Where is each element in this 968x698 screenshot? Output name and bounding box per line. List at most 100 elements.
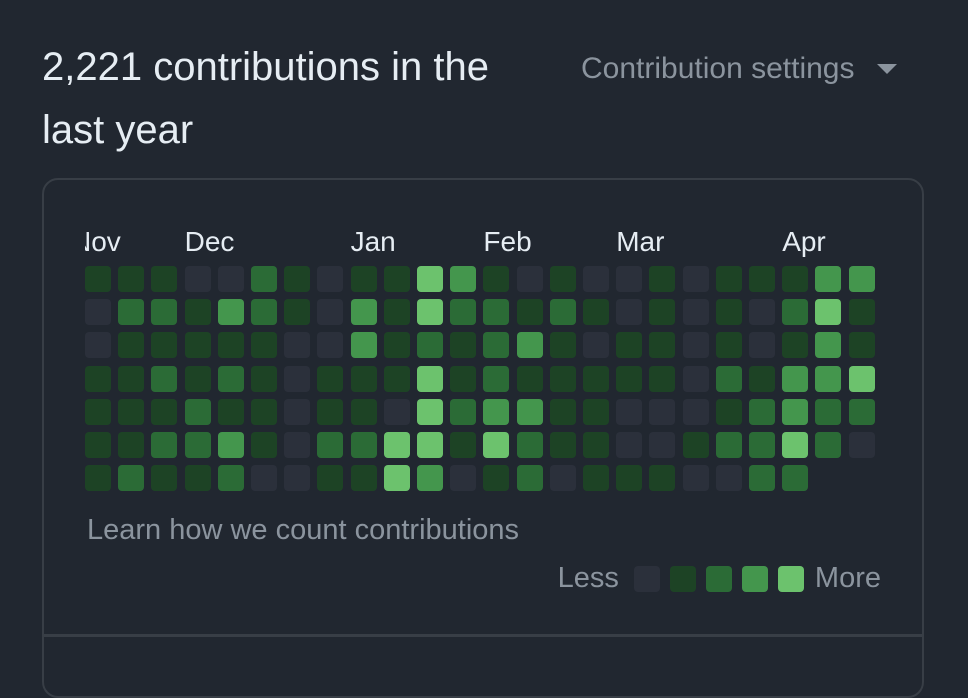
contribution-day-cell[interactable] [815,432,842,458]
contribution-day-cell[interactable] [616,266,643,292]
contribution-day-cell[interactable] [118,266,145,292]
contribution-day-cell[interactable] [616,465,643,492]
contribution-day-cell[interactable] [251,365,277,392]
contribution-day-cell[interactable] [815,398,842,425]
contribution-day-cell[interactable] [616,332,643,359]
contribution-day-cell[interactable] [251,398,277,425]
contribution-day-cell[interactable] [549,465,576,492]
contribution-day-cell[interactable] [516,266,543,292]
contribution-day-cell[interactable] [815,299,842,326]
contribution-day-cell[interactable] [85,398,111,425]
contribution-day-cell[interactable] [749,465,775,492]
contribution-day-cell[interactable] [151,398,178,425]
contribution-day-cell[interactable] [649,299,676,326]
contribution-day-cell[interactable] [715,398,742,425]
contribution-day-cell[interactable] [549,299,576,326]
contribution-day-cell[interactable] [715,266,742,292]
contribution-day-cell[interactable] [483,266,510,292]
contribution-day-cell[interactable] [184,465,211,492]
contribution-day-cell[interactable] [417,332,443,359]
contribution-day-cell[interactable] [284,398,311,425]
contribution-day-cell[interactable] [85,465,111,492]
contribution-day-cell[interactable] [682,465,709,492]
contribution-day-cell[interactable] [350,266,377,292]
contribution-day-cell[interactable] [516,432,543,458]
contribution-day-cell[interactable] [483,465,510,492]
contribution-day-cell[interactable] [118,465,145,492]
contribution-day-cell[interactable] [417,365,443,392]
contribution-day-cell[interactable] [649,332,676,359]
contribution-day-cell[interactable] [749,332,775,359]
contribution-day-cell[interactable] [549,432,576,458]
contribution-day-cell[interactable] [184,332,211,359]
contribution-day-cell[interactable] [782,465,809,492]
contribution-day-cell[interactable] [682,299,709,326]
learn-how-we-count-link[interactable]: Learn how we count contributions [87,514,520,546]
contribution-day-cell[interactable] [284,299,311,326]
contribution-day-cell[interactable] [749,365,775,392]
contribution-day-cell[interactable] [217,299,244,326]
contribution-day-cell[interactable] [616,299,643,326]
contribution-day-cell[interactable] [715,365,742,392]
contribution-day-cell[interactable] [85,332,111,359]
contribution-day-cell[interactable] [317,299,344,326]
contribution-day-cell[interactable] [715,299,742,326]
contribution-day-cell[interactable] [350,332,377,359]
contribution-day-cell[interactable] [383,465,410,492]
contribution-day-cell[interactable] [782,299,809,326]
contribution-day-cell[interactable] [483,432,510,458]
contribution-day-cell[interactable] [151,465,178,492]
contribution-day-cell[interactable] [815,365,842,392]
contribution-day-cell[interactable] [583,398,609,425]
contribution-day-cell[interactable] [682,432,709,458]
contribution-day-cell[interactable] [383,299,410,326]
contribution-day-cell[interactable] [350,398,377,425]
contribution-day-cell[interactable] [184,266,211,292]
contribution-day-cell[interactable] [317,365,344,392]
contribution-day-cell[interactable] [483,332,510,359]
contribution-day-cell[interactable] [85,432,111,458]
contribution-day-cell[interactable] [450,398,477,425]
contribution-day-cell[interactable] [118,332,145,359]
contribution-day-cell[interactable] [118,299,145,326]
contribution-day-cell[interactable] [483,398,510,425]
contribution-day-cell[interactable] [417,398,443,425]
contribution-day-cell[interactable] [151,432,178,458]
contribution-day-cell[interactable] [682,266,709,292]
contribution-day-cell[interactable] [516,398,543,425]
contribution-day-cell[interactable] [383,398,410,425]
contribution-day-cell[interactable] [284,266,311,292]
contribution-day-cell[interactable] [583,299,609,326]
contribution-day-cell[interactable] [151,365,178,392]
contribution-day-cell[interactable] [317,432,344,458]
contribution-day-cell[interactable] [549,365,576,392]
contribution-day-cell[interactable] [848,299,875,326]
contribution-day-cell[interactable] [616,432,643,458]
contribution-day-cell[interactable] [848,332,875,359]
contribution-day-cell[interactable] [251,465,277,492]
contribution-day-cell[interactable] [450,266,477,292]
contribution-day-cell[interactable] [715,465,742,492]
contribution-day-cell[interactable] [251,332,277,359]
contribution-day-cell[interactable] [450,299,477,326]
contribution-day-cell[interactable] [682,365,709,392]
contribution-day-cell[interactable] [583,332,609,359]
contribution-day-cell[interactable] [284,332,311,359]
contribution-day-cell[interactable] [549,266,576,292]
contribution-day-cell[interactable] [217,465,244,492]
contribution-day-cell[interactable] [350,299,377,326]
contribution-day-cell[interactable] [649,465,676,492]
contribution-day-cell[interactable] [749,432,775,458]
contribution-day-cell[interactable] [217,332,244,359]
contribution-day-cell[interactable] [217,365,244,392]
contribution-day-cell[interactable] [450,465,477,492]
contribution-day-cell[interactable] [217,266,244,292]
contribution-day-cell[interactable] [317,266,344,292]
contribution-day-cell[interactable] [184,398,211,425]
contribution-day-cell[interactable] [749,266,775,292]
contribution-day-cell[interactable] [649,365,676,392]
contribution-day-cell[interactable] [85,299,111,326]
contribution-day-cell[interactable] [184,365,211,392]
contribution-day-cell[interactable] [450,332,477,359]
contribution-day-cell[interactable] [583,266,609,292]
